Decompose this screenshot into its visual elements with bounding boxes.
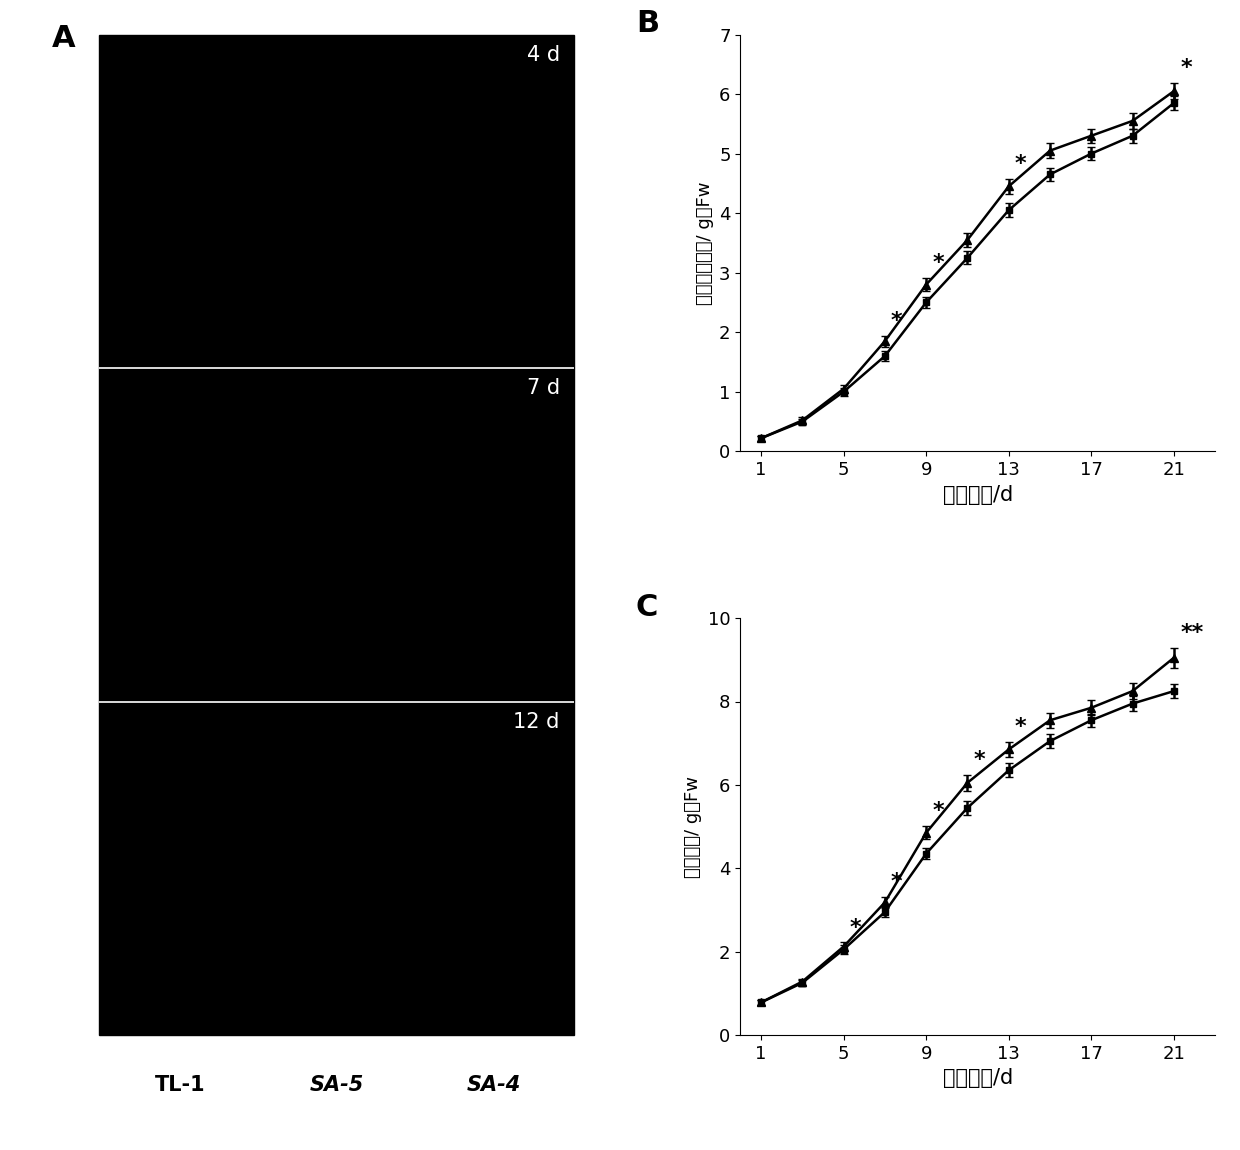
Text: *: * [892,312,903,331]
Text: *: * [1180,58,1192,78]
Text: *: * [932,253,944,274]
Y-axis label: 总生物量/ g（Fw: 总生物量/ g（Fw [684,775,702,877]
Text: SA-5: SA-5 [310,1075,363,1095]
Text: **: ** [1180,623,1203,643]
Text: 7 d: 7 d [527,378,559,398]
Text: *: * [892,872,903,892]
Y-axis label: 地下部生物量/ g（Fw: 地下部生物量/ g（Fw [696,182,713,305]
Text: *: * [1014,154,1027,174]
Text: TL-1: TL-1 [155,1075,206,1095]
X-axis label: 处理时间/d: 处理时间/d [942,1068,1013,1088]
Text: C: C [636,593,658,622]
Text: SA-4: SA-4 [466,1075,521,1095]
Text: 12 d: 12 d [513,712,559,731]
Text: *: * [932,802,944,821]
Text: B: B [636,9,658,38]
Text: 4 d: 4 d [527,45,559,64]
X-axis label: 处理时间/d: 处理时间/d [942,484,1013,505]
Text: A: A [52,24,76,54]
Text: *: * [973,750,986,771]
Text: *: * [1014,716,1027,737]
Text: *: * [849,918,862,937]
